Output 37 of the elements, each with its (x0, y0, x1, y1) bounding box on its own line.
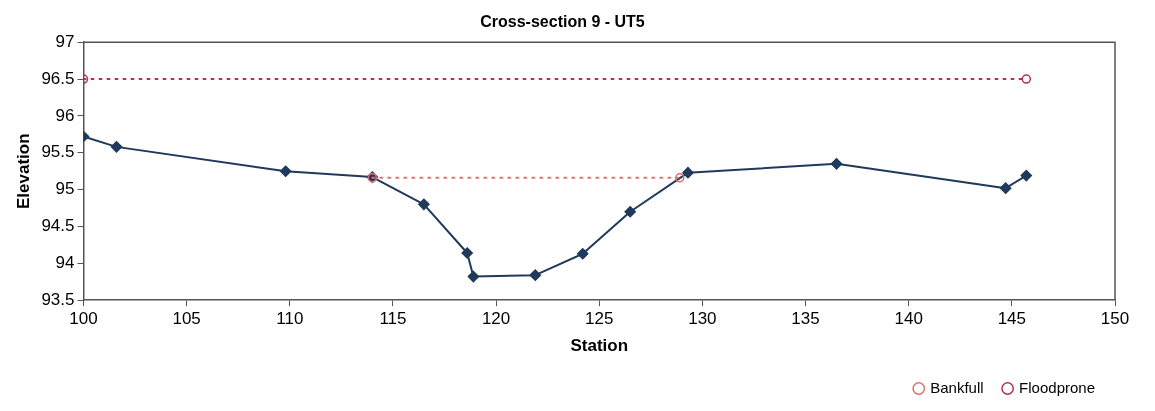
y-axis-title: Elevation (13, 133, 33, 209)
y-tick-label: 95.5 (41, 142, 75, 162)
y-tick-label: 94.5 (41, 216, 75, 236)
x-tick-label: 100 (69, 309, 98, 329)
y-tick-label: 96 (55, 105, 75, 125)
x-tick-label: 125 (585, 309, 614, 329)
x-tick-label: 105 (172, 309, 201, 329)
x-axis-title: Station (570, 336, 629, 356)
point (1020, 169, 1033, 182)
x-tick-label: 130 (688, 309, 717, 329)
y-tick-label: 95 (55, 179, 75, 199)
legend-label: Floodprone (1019, 378, 1095, 396)
point (467, 270, 480, 283)
point (830, 158, 843, 170)
x-tick-label: 150 (1100, 309, 1130, 329)
y-tick-label: 97 (55, 31, 75, 51)
x-tick-label: 135 (791, 309, 820, 329)
point (110, 141, 123, 153)
point (674, 173, 685, 183)
x-tick-label: 120 (481, 309, 511, 329)
legend-label: Bankfull (930, 378, 984, 396)
point (999, 182, 1012, 194)
chart-title: Cross-section 9 - UT5 (480, 13, 645, 31)
y-tick-label: 94 (55, 253, 75, 273)
point (576, 248, 589, 260)
point (529, 269, 542, 281)
x-tick-label: 145 (997, 309, 1027, 329)
y-tick-label: 93.5 (41, 289, 75, 309)
x-tick-label: 110 (276, 309, 304, 329)
y-tick-label: 96.5 (41, 68, 75, 88)
point (682, 166, 694, 179)
x-tick-label: 115 (379, 309, 407, 329)
x-tick-label: 140 (894, 309, 923, 329)
point (418, 198, 430, 211)
point (461, 247, 473, 259)
point (624, 205, 636, 218)
point (279, 165, 292, 177)
